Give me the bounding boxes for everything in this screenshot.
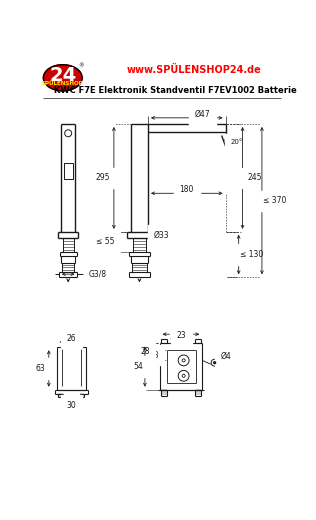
Text: Ø33: Ø33 bbox=[154, 230, 169, 239]
Text: 20°: 20° bbox=[231, 139, 243, 146]
Text: Ø47: Ø47 bbox=[195, 110, 210, 119]
Text: ≤ 130: ≤ 130 bbox=[240, 250, 264, 259]
Text: 28: 28 bbox=[140, 347, 149, 356]
Text: 180: 180 bbox=[179, 185, 194, 194]
Bar bbox=[64, 162, 73, 179]
Text: ≤ 55: ≤ 55 bbox=[96, 237, 115, 246]
Text: 13: 13 bbox=[149, 350, 159, 359]
Text: ≤ 370: ≤ 370 bbox=[264, 196, 287, 205]
Text: ®: ® bbox=[78, 64, 83, 69]
Text: Ø4: Ø4 bbox=[221, 352, 232, 361]
Text: SPÜLENSHOP: SPÜLENSHOP bbox=[42, 82, 83, 86]
Text: 245: 245 bbox=[247, 173, 262, 183]
Text: 54: 54 bbox=[134, 362, 143, 371]
Text: 295: 295 bbox=[95, 173, 110, 183]
Text: 23: 23 bbox=[177, 331, 186, 340]
Text: 26: 26 bbox=[66, 333, 76, 343]
Text: 30: 30 bbox=[66, 400, 76, 410]
Text: 37: 37 bbox=[176, 327, 186, 335]
Text: 24: 24 bbox=[50, 66, 77, 85]
Text: KWC F7E Elektronik Standventil F7EV1002 Batterie: KWC F7E Elektronik Standventil F7EV1002 … bbox=[54, 86, 296, 95]
Ellipse shape bbox=[43, 64, 82, 91]
Circle shape bbox=[214, 362, 216, 363]
Text: G3/8: G3/8 bbox=[89, 270, 107, 279]
Text: www.SPÜLENSHOP24.de: www.SPÜLENSHOP24.de bbox=[127, 65, 262, 75]
Text: 63: 63 bbox=[36, 364, 46, 373]
